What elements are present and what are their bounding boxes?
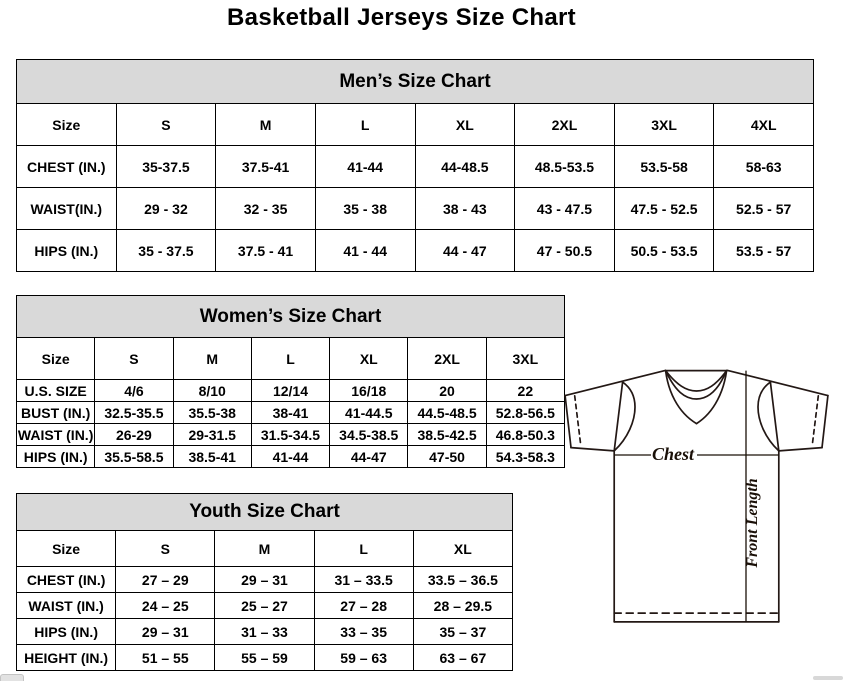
svg-text:Chest: Chest [652, 444, 695, 464]
svg-text:Front Length: Front Length [744, 478, 761, 568]
